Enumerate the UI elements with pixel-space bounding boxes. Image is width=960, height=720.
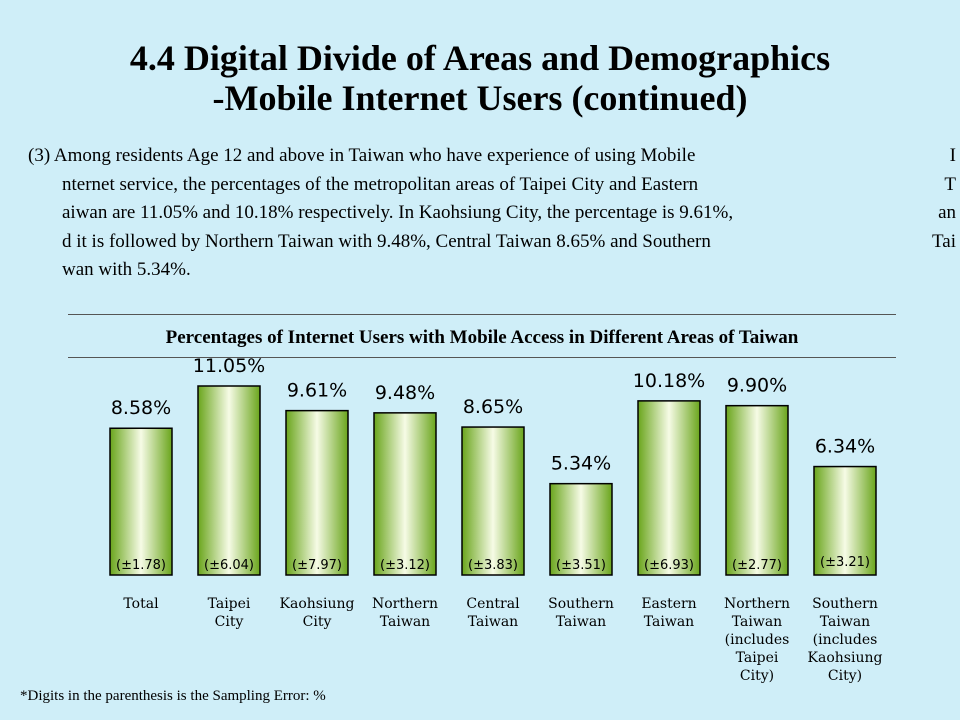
- category-label: Northern Taiwan (includes Taipei City): [724, 596, 790, 684]
- sampling-error-label: (±2.77): [732, 558, 782, 573]
- bar-value-label: 6.34%: [815, 436, 875, 458]
- paragraph-line: d it is followed by Northern Taiwan with…: [28, 228, 958, 257]
- paragraph-line-text: aiwan are 11.05% and 10.18% respectively…: [62, 202, 734, 223]
- bar: [285, 409, 349, 576]
- bar-value-label: 11.05%: [193, 355, 265, 377]
- description-paragraph: (3) Among residents Age 12 and above in …: [28, 142, 958, 285]
- bar-value-label: 9.61%: [287, 380, 347, 402]
- page-title-line-1: 4.4 Digital Divide of Areas and Demograp…: [129, 38, 831, 78]
- paragraph-line-tail: Tai: [932, 230, 956, 252]
- sampling-error-label: (±3.21): [820, 555, 870, 570]
- sampling-error-label: (±1.78): [116, 558, 166, 573]
- category-label: Total: [123, 596, 159, 612]
- category-label: Taipei City: [208, 596, 251, 630]
- category-label: Eastern Taiwan: [641, 596, 696, 630]
- sampling-error-label: (±3.83): [468, 558, 518, 573]
- paragraph-line-text: nternet service, the percentages of the …: [62, 173, 699, 195]
- paragraph-line: wan with 5.34%.: [28, 256, 958, 285]
- sampling-error-label: (±6.04): [204, 558, 254, 573]
- page-title-line-2: -Mobile Internet Users (continued): [212, 78, 748, 118]
- page-title: 4.4 Digital Divide of Areas and Demograp…: [0, 38, 960, 118]
- category-label: Central Taiwan: [466, 596, 520, 630]
- paragraph-line: aiwan are 11.05% and 10.18% respectively…: [28, 199, 958, 228]
- paragraph-line-tail: T: [944, 173, 956, 195]
- chart-title-top-rule: [68, 314, 896, 315]
- bar: [637, 400, 701, 576]
- bar-value-label: 8.58%: [111, 397, 171, 419]
- bar: [813, 465, 877, 576]
- paragraph-line-tail: I: [949, 145, 956, 166]
- bar: [549, 482, 613, 576]
- paragraph-line-text: wan with 5.34%.: [62, 259, 191, 280]
- bar: [197, 385, 261, 576]
- sampling-error-label: (±7.97): [292, 558, 342, 573]
- category-label: Northern Taiwan: [372, 596, 438, 630]
- category-label: Southern Taiwan: [548, 596, 614, 630]
- sampling-error-label: (±3.51): [556, 558, 606, 573]
- footnote: *Digits in the parenthesis is the Sampli…: [20, 688, 326, 704]
- sampling-error-label: (±6.93): [644, 558, 694, 573]
- bar-value-label: 8.65%: [463, 396, 523, 418]
- sampling-error-label: (±3.12): [380, 558, 430, 573]
- paragraph-line: (3) Among residents Age 12 and above in …: [28, 142, 958, 171]
- paragraph-line-tail: an: [938, 202, 956, 223]
- bar-value-label: 9.48%: [375, 382, 435, 404]
- chart-title-bottom-rule: [68, 357, 896, 358]
- bar: [725, 404, 789, 576]
- bar: [461, 426, 525, 576]
- paragraph-line-text: (3) Among residents Age 12 and above in …: [28, 145, 696, 166]
- category-label: Kaohsiung City: [280, 596, 355, 630]
- bar-value-label: 10.18%: [633, 370, 705, 392]
- category-label: Southern Taiwan (includes Kaohsiung City): [808, 596, 883, 684]
- bar-value-label: 9.90%: [727, 375, 787, 397]
- bar: [109, 427, 173, 576]
- bar-value-label: 5.34%: [551, 453, 611, 475]
- paragraph-line-text: d it is followed by Northern Taiwan with…: [62, 230, 711, 252]
- paragraph-line: nternet service, the percentages of the …: [28, 171, 958, 200]
- chart-title: Percentages of Internet Users with Mobil…: [165, 327, 799, 348]
- bar: [373, 412, 437, 576]
